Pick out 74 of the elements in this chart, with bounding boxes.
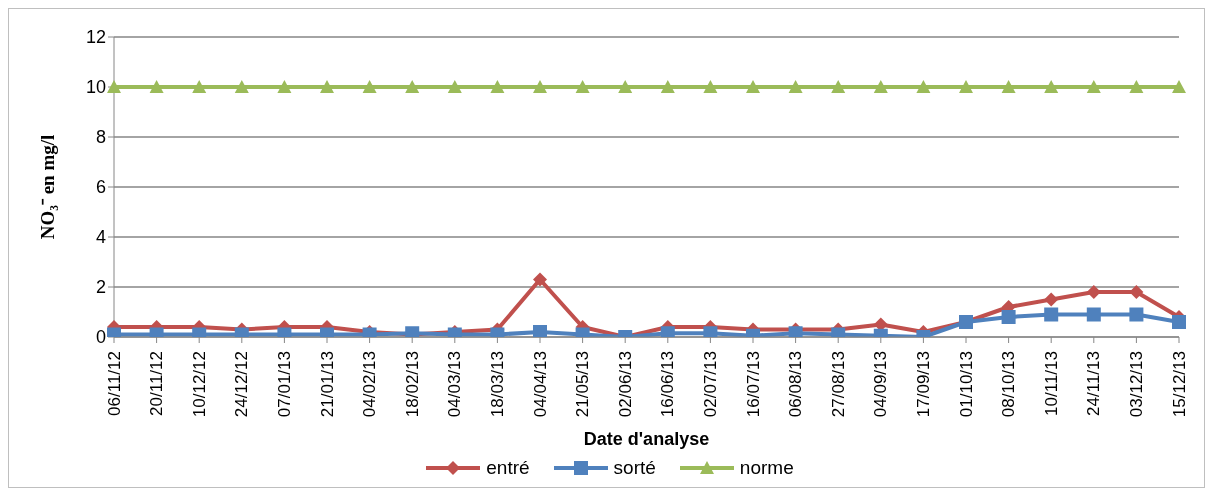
point [1086, 80, 1101, 93]
point [1086, 307, 1101, 322]
point [660, 80, 675, 93]
y-axis-title: NO₃⁻ en mg/l [36, 134, 58, 240]
point [447, 80, 462, 93]
point [788, 80, 803, 93]
x-tick-label: 04/09/13 [871, 351, 891, 418]
y-tick-label: 0 [95, 327, 106, 348]
point [1129, 285, 1144, 299]
x-tick-label: 18/03/13 [487, 351, 507, 418]
x-tick-label: 08/10/13 [999, 351, 1019, 418]
legend-label: sorté [612, 457, 656, 479]
point [533, 272, 547, 287]
x-tick-label: 21/01/13 [317, 351, 337, 418]
x-tick-label: 18/02/13 [402, 351, 422, 418]
point [362, 80, 377, 93]
x-tick-label: 27/08/13 [828, 351, 848, 418]
point [1172, 315, 1186, 329]
x-tick-label: 04/04/13 [530, 351, 550, 418]
point [1086, 285, 1101, 299]
point [234, 80, 249, 93]
x-tick-label: 15/12/13 [1169, 351, 1189, 418]
point [533, 80, 547, 93]
point [1129, 80, 1144, 93]
x-tick-label: 03/12/13 [1126, 351, 1146, 418]
x-tick-label: 20/11/12 [147, 351, 167, 416]
point [149, 80, 164, 93]
x-tick-label: 02/06/13 [615, 351, 635, 418]
point [533, 325, 547, 337]
point [959, 80, 973, 93]
x-axis-title: Date d'analyse [583, 429, 710, 449]
point [1001, 310, 1016, 324]
point [107, 80, 121, 93]
point [277, 80, 292, 93]
x-tick-label: 16/07/13 [743, 351, 763, 418]
x-tick-label: 02/07/13 [700, 351, 720, 418]
point [405, 80, 420, 93]
y-tick-label: 6 [95, 177, 106, 198]
point [1044, 80, 1059, 93]
point [192, 80, 207, 93]
point [1044, 307, 1059, 322]
point [873, 80, 888, 93]
x-tick-label: 06/11/12 [104, 351, 124, 416]
x-tick-label: 24/12/12 [232, 351, 252, 418]
point [1129, 307, 1144, 322]
point [1172, 80, 1186, 93]
point [575, 80, 590, 93]
point [490, 80, 505, 93]
legend-label: norme [738, 457, 794, 479]
y-tick-label: 8 [95, 127, 106, 148]
x-tick-label: 04/02/13 [360, 351, 380, 418]
point [746, 80, 760, 93]
y-tick-label: 2 [95, 277, 106, 298]
y-tick-label: 12 [85, 27, 106, 48]
point [1001, 80, 1016, 93]
x-tick-label: 07/01/13 [274, 351, 294, 418]
x-tick-label: 16/06/13 [658, 351, 678, 418]
y-tick-label: 10 [85, 77, 106, 98]
x-tick-label: 10/12/12 [189, 351, 209, 418]
point [703, 80, 718, 93]
x-tick-label: 06/08/13 [786, 351, 806, 418]
x-tick-label: 17/09/13 [913, 351, 933, 418]
point [618, 80, 633, 93]
point [916, 80, 931, 93]
x-tick-label: 04/03/13 [445, 351, 465, 418]
y-tick-label: 4 [95, 227, 106, 248]
point [1044, 292, 1059, 307]
point [831, 80, 846, 93]
x-tick-label: 21/05/13 [573, 351, 593, 418]
x-tick-label: 01/10/13 [956, 351, 976, 418]
x-tick-label: 10/11/13 [1041, 351, 1061, 416]
legend-label: entré [485, 457, 530, 479]
point [320, 80, 334, 93]
x-tick-label: 24/11/13 [1084, 351, 1104, 416]
